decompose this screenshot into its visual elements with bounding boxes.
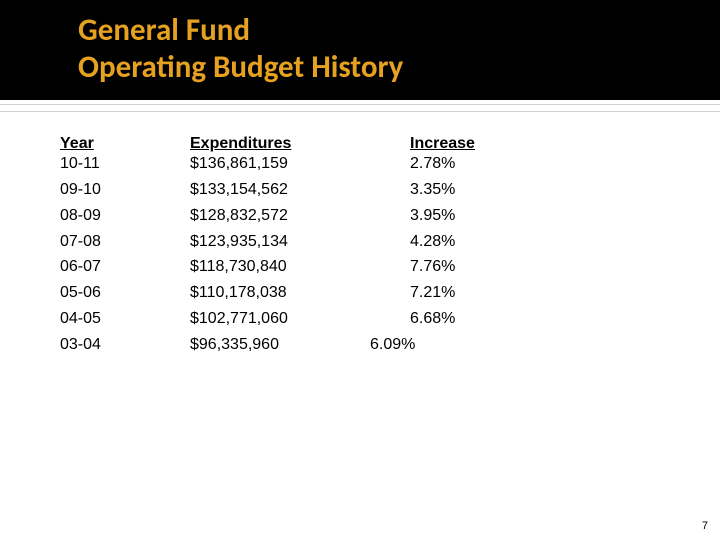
table-row: 03-04$96,335,9606.09% — [60, 337, 680, 354]
table-row: 06-07$118,730,8407.76% — [60, 259, 680, 276]
cell-expenditures: $118,730,840 — [190, 259, 410, 276]
cell-year: 03-04 — [60, 337, 190, 354]
col-header-expenditures: Expenditures — [190, 136, 410, 153]
cell-expenditures: $133,154,562 — [190, 182, 410, 199]
table-body: 10-11$136,861,1592.78% 09-10$133,154,5623… — [60, 156, 680, 353]
cell-year: 06-07 — [60, 259, 190, 276]
col-header-year: Year — [60, 136, 190, 153]
title-band: General Fund Operating Budget History — [0, 0, 720, 100]
table-row: 04-05$102,771,0606.68% — [60, 311, 680, 328]
table-row: 10-11$136,861,1592.78% — [60, 156, 680, 173]
cell-expenditures: $110,178,038 — [190, 285, 410, 302]
slide: General Fund Operating Budget History Ye… — [0, 0, 720, 540]
cell-expenditures: $136,861,159 — [190, 156, 410, 173]
cell-expenditures: $123,935,134 — [190, 234, 410, 251]
table-row: 05-06$110,178,0387.21% — [60, 285, 680, 302]
page-number: 7 — [702, 520, 708, 532]
cell-year: 08-09 — [60, 208, 190, 225]
cell-expenditures: $102,771,060 — [190, 311, 410, 328]
table-content: Year Expenditures Increase 10-11$136,861… — [0, 112, 720, 353]
table-row: 09-10$133,154,5623.35% — [60, 182, 680, 199]
title-divider — [0, 104, 720, 112]
cell-increase: 6.09% — [370, 337, 680, 354]
cell-expenditures: $128,832,572 — [190, 208, 410, 225]
cell-year: 10-11 — [60, 156, 190, 173]
cell-increase: 6.68% — [410, 311, 680, 328]
col-header-increase: Increase — [410, 136, 680, 153]
table-row: 07-08$123,935,1344.28% — [60, 234, 680, 251]
cell-increase: 2.78% — [410, 156, 680, 173]
title-line-1: General Fund — [78, 12, 720, 49]
cell-year: 09-10 — [60, 182, 190, 199]
cell-increase: 3.35% — [410, 182, 680, 199]
cell-year: 04-05 — [60, 311, 190, 328]
table-row: 08-09$128,832,5723.95% — [60, 208, 680, 225]
cell-increase: 4.28% — [410, 234, 680, 251]
cell-year: 07-08 — [60, 234, 190, 251]
slide-title: General Fund Operating Budget History — [78, 12, 720, 86]
cell-year: 05-06 — [60, 285, 190, 302]
cell-increase: 7.21% — [410, 285, 680, 302]
cell-increase: 3.95% — [410, 208, 680, 225]
title-line-2: Operating Budget History — [78, 49, 720, 86]
cell-increase: 7.76% — [410, 259, 680, 276]
table-header: Year Expenditures Increase — [60, 136, 680, 153]
